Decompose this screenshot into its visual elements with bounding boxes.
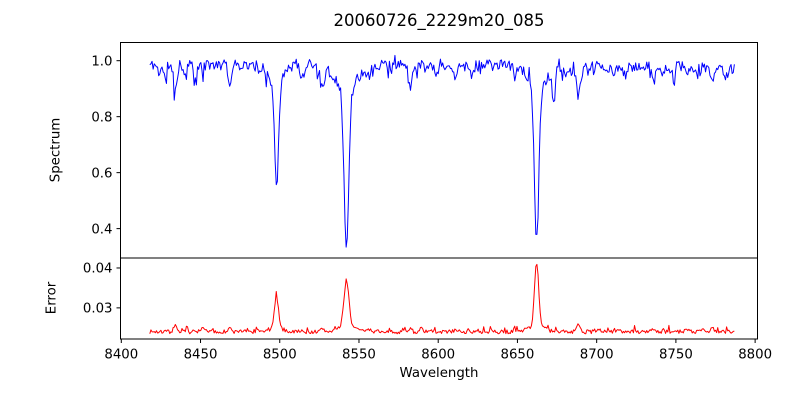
chart-title: 20060726_2229m20_085 <box>333 11 545 30</box>
y-tick-label: 0.4 <box>91 222 112 237</box>
error-axis-label: Error <box>44 281 60 315</box>
x-tick-label: 8500 <box>263 347 297 362</box>
x-tick-label: 8550 <box>342 347 376 362</box>
error-panel-border <box>120 257 758 340</box>
y-tick-label: 0.03 <box>83 302 113 317</box>
x-tick-label: 8800 <box>738 347 772 362</box>
x-tick-label: 8650 <box>501 347 535 362</box>
x-tick-label: 8600 <box>421 347 455 362</box>
x-tick-label: 8750 <box>659 347 693 362</box>
x-tick-label: 8700 <box>580 347 614 362</box>
spectrum-line <box>149 54 735 248</box>
y-tick-label: 0.8 <box>91 110 112 125</box>
y-tick-label: 1.0 <box>91 54 112 69</box>
error-line <box>149 263 735 335</box>
wavelength-axis-label: Wavelength <box>399 366 479 381</box>
y-tick-label: 0.6 <box>91 166 112 181</box>
y-tick-label: 0.04 <box>83 262 113 277</box>
spectrum-axis-label: Spectrum <box>48 117 64 183</box>
x-tick-label: 8450 <box>184 347 218 362</box>
x-tick-label: 8400 <box>104 347 138 362</box>
